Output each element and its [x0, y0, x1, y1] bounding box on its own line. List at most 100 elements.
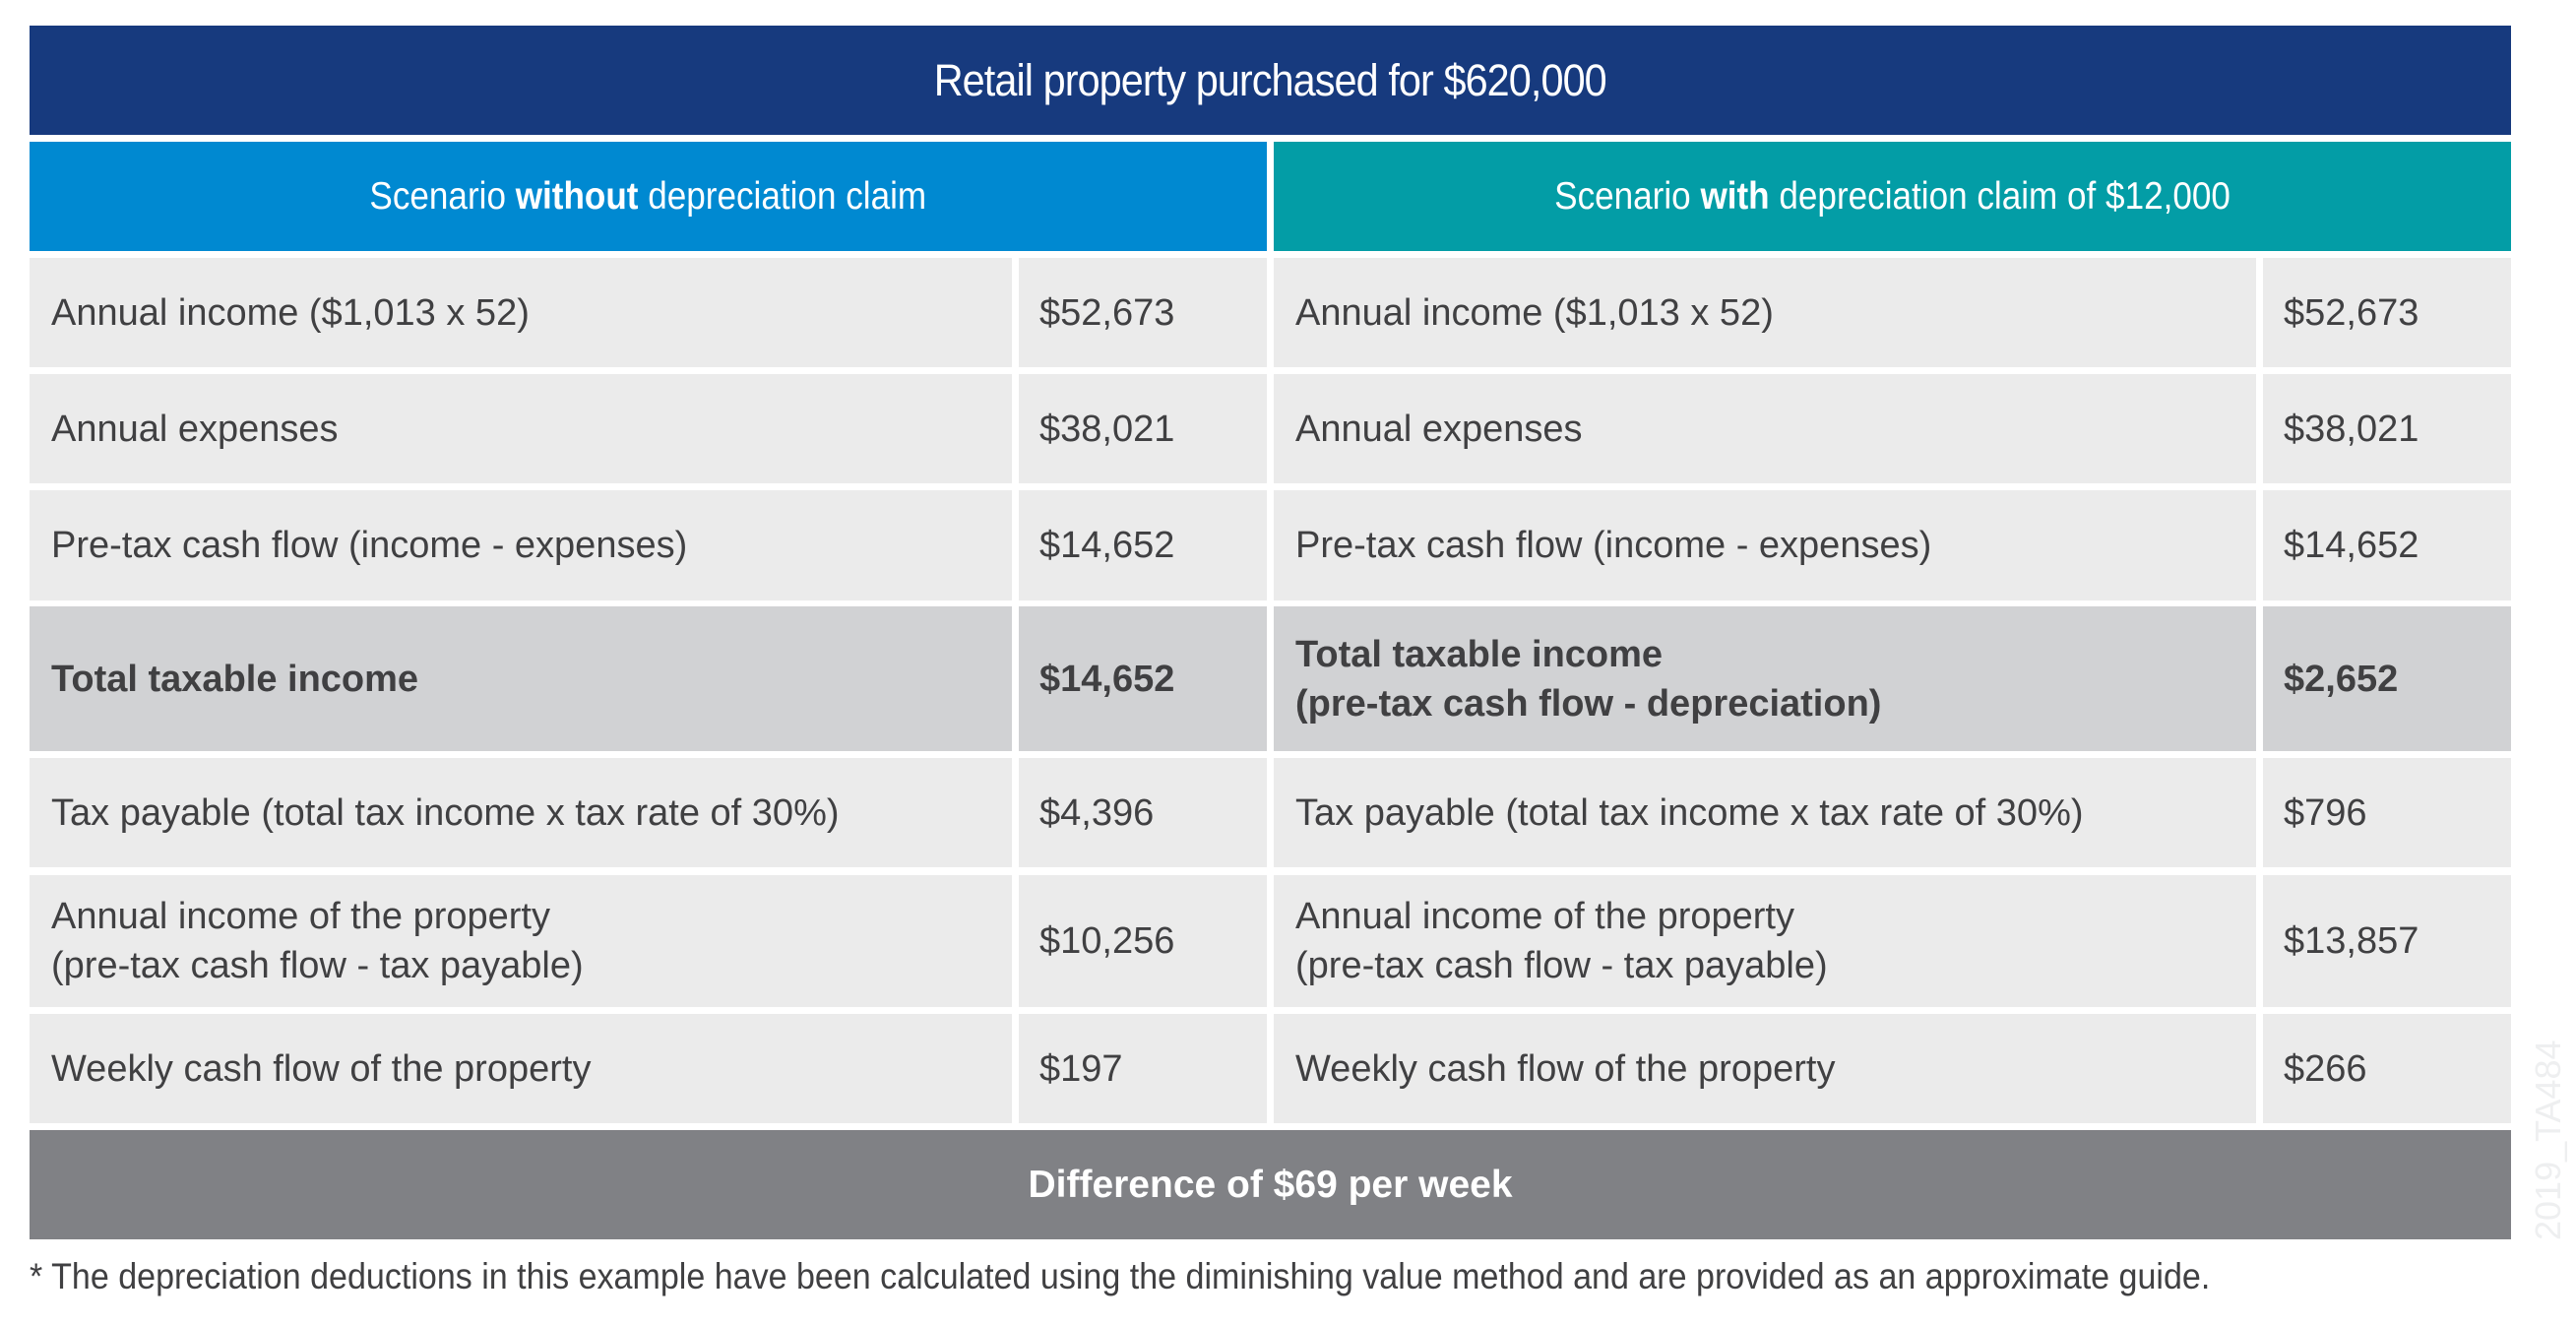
left-value-text: $14,652 — [1039, 655, 1174, 704]
right-value-cell: $38,021 — [2263, 374, 2511, 483]
right-value-text: $14,652 — [2284, 521, 2419, 570]
right-value-cell: $796 — [2263, 758, 2511, 867]
left-value-cell: $14,652 — [1019, 490, 1267, 600]
right-label-text: Annual income of the property (pre-tax ca… — [1295, 892, 1828, 990]
value-text: $4,396 — [1039, 789, 1154, 838]
header-without-text: Scenario without depreciation claim — [370, 175, 927, 219]
right-label-cell: Total taxable income (pre-tax cash flow -… — [1274, 606, 2256, 751]
label-line: Weekly cash flow of the property — [1295, 1044, 1835, 1094]
right-label-cell: Annual income ($1,013 x 52) — [1274, 258, 2256, 367]
left-value-text: $197 — [1039, 1044, 1123, 1094]
left-label-cell: Annual income of the property (pre-tax ca… — [30, 875, 1012, 1007]
left-label-text: Weekly cash flow of the property — [51, 1044, 591, 1094]
value-text: $2,652 — [2284, 655, 2398, 704]
value-text: $266 — [2284, 1044, 2367, 1094]
right-label-text: Weekly cash flow of the property — [1295, 1044, 1835, 1094]
table-title: Retail property purchased for $620,000 — [934, 55, 1606, 106]
label-line: Annual income of the property — [51, 892, 584, 941]
header-with-bold: with — [1700, 175, 1769, 218]
right-value-text: $13,857 — [2284, 916, 2419, 966]
label-line: (pre-tax cash flow - tax payable) — [1295, 941, 1828, 990]
right-value-text: $266 — [2284, 1044, 2367, 1094]
left-value-text: $14,652 — [1039, 521, 1174, 570]
right-label-cell: Annual expenses — [1274, 374, 2256, 483]
value-text: $197 — [1039, 1044, 1123, 1094]
header-with-text: Scenario with depreciation claim of $12,… — [1554, 175, 2230, 219]
title-band: Retail property purchased for $620,000 — [30, 26, 2511, 135]
right-label-cell: Pre-tax cash flow (income - expenses) — [1274, 490, 2256, 600]
left-value-text: $52,673 — [1039, 288, 1174, 338]
right-value-cell: $2,652 — [2263, 606, 2511, 751]
header-with-suffix: depreciation claim of $12,000 — [1770, 175, 2230, 218]
right-label-text: Annual income ($1,013 x 52) — [1295, 288, 1774, 338]
right-label-cell: Tax payable (total tax income x tax rate… — [1274, 758, 2256, 867]
left-label-cell: Annual expenses — [30, 374, 1012, 483]
label-line: Annual income ($1,013 x 52) — [1295, 288, 1774, 338]
difference-band: Difference of $69 per week — [30, 1130, 2511, 1239]
left-value-cell: $38,021 — [1019, 374, 1267, 483]
right-label-text: Annual expenses — [1295, 405, 1583, 454]
label-line: Pre-tax cash flow (income - expenses) — [1295, 521, 1931, 570]
value-text: $14,652 — [1039, 655, 1174, 704]
left-label-cell: Annual income ($1,013 x 52) — [30, 258, 1012, 367]
header-with-prefix: Scenario — [1554, 175, 1700, 218]
value-text: $13,857 — [2284, 916, 2419, 966]
watermark: 2019_TA484 — [2528, 1040, 2569, 1240]
left-label-cell: Pre-tax cash flow (income - expenses) — [30, 490, 1012, 600]
right-value-text: $2,652 — [2284, 655, 2398, 704]
value-text: $38,021 — [1039, 405, 1174, 454]
left-value-cell: $197 — [1019, 1014, 1267, 1123]
label-line: Annual expenses — [51, 405, 339, 454]
left-value-cell: $14,652 — [1019, 606, 1267, 751]
label-line: Pre-tax cash flow (income - expenses) — [51, 521, 687, 570]
value-text: $10,256 — [1039, 916, 1174, 966]
label-line: Tax payable (total tax income x tax rate… — [1295, 789, 2084, 838]
left-label-cell: Total taxable income — [30, 606, 1012, 751]
right-label-cell: Weekly cash flow of the property — [1274, 1014, 2256, 1123]
value-text: $38,021 — [2284, 405, 2419, 454]
label-line: Annual expenses — [1295, 405, 1583, 454]
left-value-text: $38,021 — [1039, 405, 1174, 454]
label-line: Weekly cash flow of the property — [51, 1044, 591, 1094]
right-value-cell: $52,673 — [2263, 258, 2511, 367]
header-without-suffix: depreciation claim — [639, 175, 927, 218]
left-label-cell: Tax payable (total tax income x tax rate… — [30, 758, 1012, 867]
value-text: $52,673 — [1039, 288, 1174, 338]
label-line: Annual income ($1,013 x 52) — [51, 288, 530, 338]
left-label-text: Pre-tax cash flow (income - expenses) — [51, 521, 687, 570]
footnote: * The depreciation deductions in this ex… — [30, 1256, 2210, 1297]
value-text: $796 — [2284, 789, 2367, 838]
label-line: Annual income of the property — [1295, 892, 1828, 941]
value-text: $14,652 — [1039, 521, 1174, 570]
left-label-text: Annual expenses — [51, 405, 339, 454]
left-label-text: Annual income ($1,013 x 52) — [51, 288, 530, 338]
left-label-cell: Weekly cash flow of the property — [30, 1014, 1012, 1123]
right-value-cell: $14,652 — [2263, 490, 2511, 600]
right-value-cell: $266 — [2263, 1014, 2511, 1123]
left-label-text: Total taxable income — [51, 655, 418, 704]
header-with-depreciation: Scenario with depreciation claim of $12,… — [1274, 142, 2511, 251]
right-value-cell: $13,857 — [2263, 875, 2511, 1007]
difference-text: Difference of $69 per week — [1028, 1164, 1512, 1207]
left-value-text: $10,256 — [1039, 916, 1174, 966]
left-value-text: $4,396 — [1039, 789, 1154, 838]
right-label-text: Total taxable income (pre-tax cash flow -… — [1295, 630, 1881, 728]
header-without-bold: without — [516, 175, 639, 218]
left-label-text: Annual income of the property (pre-tax ca… — [51, 892, 584, 990]
left-label-text: Tax payable (total tax income x tax rate… — [51, 789, 840, 838]
left-value-cell: $4,396 — [1019, 758, 1267, 867]
right-value-text: $796 — [2284, 789, 2367, 838]
label-line: Tax payable (total tax income x tax rate… — [51, 789, 840, 838]
right-value-text: $52,673 — [2284, 288, 2419, 338]
label-line: (pre-tax cash flow - depreciation) — [1295, 679, 1881, 728]
left-value-cell: $10,256 — [1019, 875, 1267, 1007]
label-line: (pre-tax cash flow - tax payable) — [51, 941, 584, 990]
label-line: Total taxable income — [51, 655, 418, 704]
header-without-prefix: Scenario — [370, 175, 516, 218]
value-text: $14,652 — [2284, 521, 2419, 570]
value-text: $52,673 — [2284, 288, 2419, 338]
right-label-cell: Annual income of the property (pre-tax ca… — [1274, 875, 2256, 1007]
right-value-text: $38,021 — [2284, 405, 2419, 454]
right-label-text: Pre-tax cash flow (income - expenses) — [1295, 521, 1931, 570]
header-without-depreciation: Scenario without depreciation claim — [30, 142, 1267, 251]
